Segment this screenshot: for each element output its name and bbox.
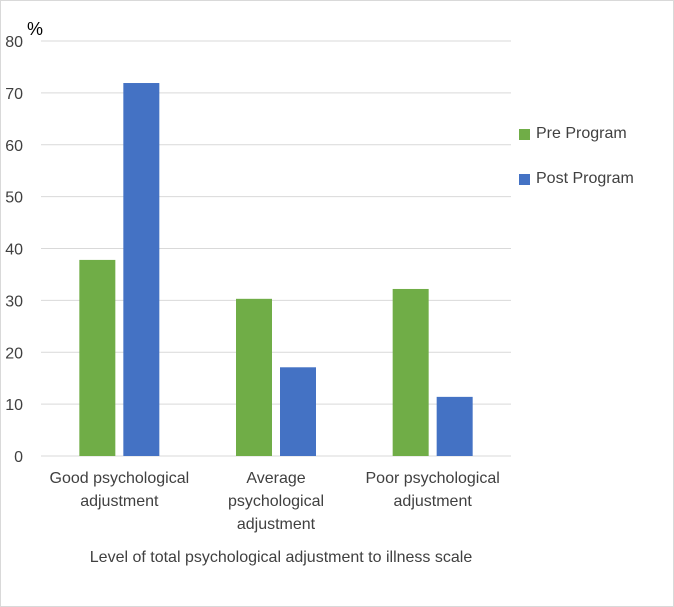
- y-tick-label: 30: [5, 293, 23, 310]
- x-tick-label-line: adjustment: [393, 493, 472, 510]
- legend: Pre Program Post Program: [519, 122, 634, 212]
- x-tick-label: Poor psychological adjustment: [358, 467, 508, 513]
- y-tick-label: 0: [14, 449, 23, 466]
- x-tick-label-line: Good psychological: [49, 470, 190, 487]
- x-axis-title: Level of total psychological adjustment …: [89, 549, 473, 566]
- x-tick-label-line: adjustment: [236, 516, 316, 533]
- y-tick-label: 70: [5, 86, 23, 103]
- bar-post-program: [436, 396, 473, 456]
- y-tick-label: 20: [5, 345, 23, 362]
- x-tick-label-line: Average: [246, 470, 306, 487]
- bar-pre-program: [79, 259, 116, 456]
- y-tick-label: 10: [5, 397, 23, 414]
- legend-swatch: [519, 173, 530, 185]
- x-tick-label-line: adjustment: [80, 493, 159, 510]
- y-tick-label: 50: [5, 190, 23, 207]
- x-tick-label: Average psychological adjustment: [201, 467, 351, 536]
- y-axis-unit-label: %: [27, 19, 44, 39]
- legend-label: Post Program: [536, 170, 634, 187]
- legend-swatch: [519, 128, 530, 140]
- bar-pre-program: [236, 298, 272, 456]
- y-tick-label: 60: [5, 138, 23, 155]
- legend-label: Pre Program: [536, 125, 627, 142]
- bar-pre-program: [392, 288, 429, 456]
- legend-item: Pre Program: [519, 122, 634, 146]
- y-tick-label: 40: [5, 242, 23, 259]
- x-tick-label-line: Poor psychological: [365, 470, 500, 487]
- y-tick-label: 80: [5, 34, 23, 51]
- bar-post-program: [123, 83, 160, 457]
- legend-item: Post Program: [519, 167, 634, 191]
- x-tick-label-line: psychological: [227, 493, 325, 510]
- x-tick-label: Good psychological adjustment: [44, 467, 194, 513]
- bar-post-program: [280, 367, 316, 456]
